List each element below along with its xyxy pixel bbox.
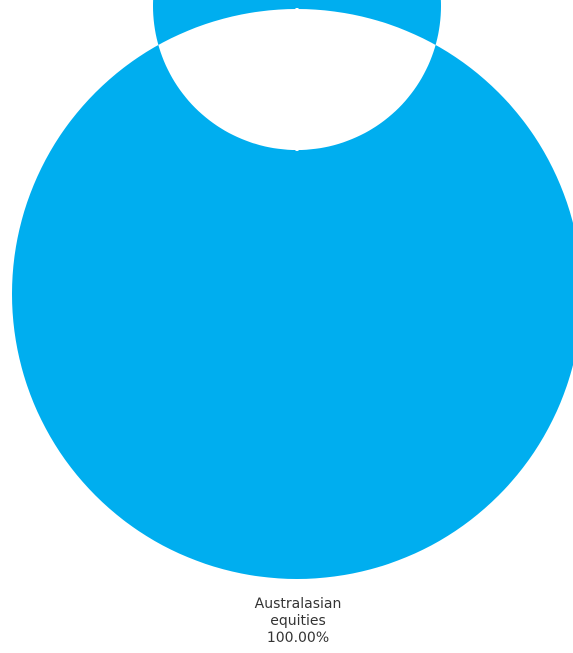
slice-label-australasian-equities: Australasian equities 100.00% — [186, 596, 410, 647]
slice-label-name-line2: equities — [270, 613, 326, 629]
donut-slice-0 — [11, 0, 573, 579]
slice-label-name-line1: Australasian — [254, 596, 342, 612]
slice-label-value: 100.00% — [266, 630, 330, 646]
